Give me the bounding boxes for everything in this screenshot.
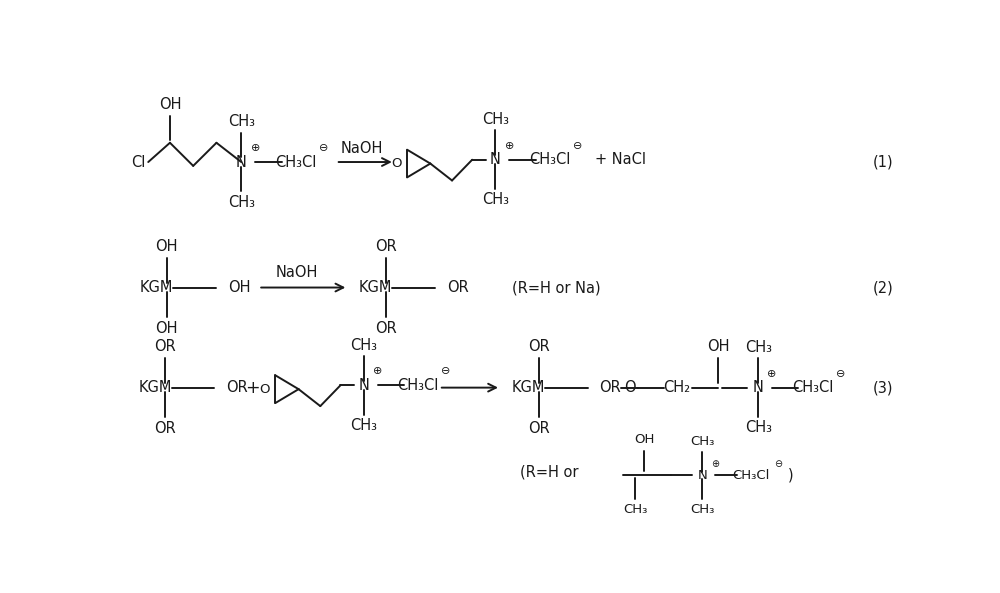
- Text: CH₃: CH₃: [745, 340, 772, 355]
- Text: CH₃: CH₃: [623, 503, 647, 516]
- Text: OR: OR: [154, 339, 176, 355]
- Text: ⊕: ⊕: [505, 141, 514, 151]
- Text: (1): (1): [873, 155, 893, 170]
- Text: OR: OR: [154, 421, 176, 436]
- Text: N: N: [490, 152, 501, 167]
- Text: CH₃Cl: CH₃Cl: [275, 155, 316, 170]
- Text: O: O: [259, 382, 270, 396]
- Text: OR: OR: [528, 421, 550, 436]
- Text: CH₃Cl: CH₃Cl: [397, 378, 439, 393]
- Text: OH: OH: [707, 339, 729, 355]
- Text: OH: OH: [159, 97, 181, 111]
- Text: CH₂: CH₂: [663, 380, 690, 395]
- Text: Cl: Cl: [131, 155, 146, 170]
- Text: ⊕: ⊕: [711, 459, 719, 469]
- Text: + NaCl: + NaCl: [595, 152, 646, 167]
- Text: CH₃: CH₃: [228, 114, 255, 129]
- Text: CH₃: CH₃: [745, 420, 772, 435]
- Text: CH₃Cl: CH₃Cl: [529, 152, 570, 167]
- Text: OR: OR: [528, 339, 550, 355]
- Text: OR: OR: [599, 380, 621, 395]
- Text: OH: OH: [634, 433, 654, 447]
- Text: (R=H or Na): (R=H or Na): [512, 280, 601, 295]
- Text: CH₃: CH₃: [228, 195, 255, 209]
- Text: CH₃: CH₃: [482, 192, 509, 207]
- Text: NaOH: NaOH: [276, 264, 318, 280]
- Text: KGM: KGM: [512, 380, 545, 395]
- Text: OH: OH: [156, 239, 178, 254]
- Text: N: N: [753, 380, 764, 395]
- Text: KGM: KGM: [140, 280, 173, 295]
- Text: CH₃: CH₃: [482, 112, 509, 127]
- Text: N: N: [236, 155, 247, 170]
- Text: OR: OR: [375, 239, 397, 254]
- Text: ⊖: ⊖: [573, 141, 582, 151]
- Text: OR: OR: [226, 380, 248, 395]
- Text: N: N: [698, 469, 707, 482]
- Text: KGM: KGM: [138, 380, 172, 395]
- Text: ⊖: ⊖: [774, 459, 782, 469]
- Text: NaOH: NaOH: [340, 141, 383, 155]
- Text: (3): (3): [873, 380, 893, 395]
- Text: CH₃: CH₃: [690, 435, 715, 448]
- Text: CH₃: CH₃: [350, 418, 377, 433]
- Text: OH: OH: [228, 280, 251, 295]
- Text: O: O: [391, 157, 401, 170]
- Text: +: +: [246, 378, 260, 397]
- Text: N: N: [358, 378, 369, 393]
- Text: ⊖: ⊖: [836, 369, 845, 379]
- Text: ⊕: ⊕: [767, 369, 777, 379]
- Text: KGM: KGM: [359, 280, 392, 295]
- Text: CH₃Cl: CH₃Cl: [733, 469, 770, 482]
- Text: OR: OR: [447, 280, 468, 295]
- Text: ⊖: ⊖: [441, 366, 451, 377]
- Text: (2): (2): [873, 280, 893, 295]
- Text: CH₃: CH₃: [350, 338, 377, 353]
- Text: ⊕: ⊕: [373, 366, 382, 377]
- Text: ⊖: ⊖: [319, 143, 328, 153]
- Text: ⊕: ⊕: [251, 143, 260, 153]
- Text: OH: OH: [156, 321, 178, 336]
- Text: ): ): [788, 468, 793, 483]
- Text: OR: OR: [375, 321, 397, 336]
- Text: CH₃: CH₃: [690, 503, 715, 516]
- Text: (R=H or: (R=H or: [520, 464, 579, 479]
- Text: CH₃Cl: CH₃Cl: [792, 380, 833, 395]
- Text: O: O: [624, 380, 635, 395]
